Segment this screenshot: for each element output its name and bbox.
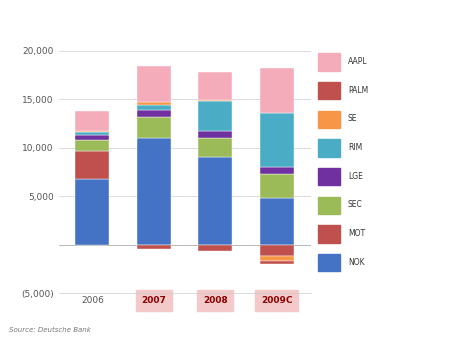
Bar — [76, 135, 109, 140]
Bar — [198, 157, 232, 245]
Text: AAPL: AAPL — [348, 57, 367, 66]
Bar — [260, 261, 293, 264]
Bar — [137, 102, 171, 105]
Bar — [318, 197, 340, 214]
Bar — [76, 132, 109, 135]
Text: RIM: RIM — [348, 143, 362, 152]
Bar — [198, 138, 232, 157]
Bar — [137, 105, 171, 110]
Bar — [198, 72, 232, 100]
Bar — [260, 68, 293, 113]
Text: Figure 3: Handset operating profit share, by vendor, absolute dollars (USD, 000': Figure 3: Handset operating profit share… — [9, 18, 427, 27]
Bar — [318, 254, 340, 271]
Bar — [260, 245, 293, 256]
Bar — [76, 179, 109, 245]
Bar — [260, 256, 293, 261]
Bar — [318, 168, 340, 185]
Bar — [198, 100, 232, 101]
Bar — [260, 167, 293, 174]
Bar — [260, 198, 293, 245]
Bar — [260, 174, 293, 198]
Text: SE: SE — [348, 114, 357, 123]
Bar — [198, 101, 232, 131]
Text: LGE: LGE — [348, 172, 363, 181]
Bar — [137, 110, 171, 117]
Text: Source: Deutsche Bank: Source: Deutsche Bank — [9, 327, 91, 333]
Bar — [137, 138, 171, 245]
Bar — [318, 225, 340, 243]
Bar — [137, 66, 171, 102]
Bar — [76, 111, 109, 131]
Bar — [318, 82, 340, 99]
Bar — [76, 131, 109, 132]
Bar — [318, 140, 340, 157]
Bar — [318, 111, 340, 128]
Text: SEC: SEC — [348, 200, 363, 209]
Bar — [198, 131, 232, 138]
Text: PALM: PALM — [348, 86, 368, 95]
Text: MOT: MOT — [348, 229, 365, 238]
Bar — [260, 113, 293, 167]
Bar — [137, 117, 171, 138]
Bar — [198, 245, 232, 251]
Bar — [137, 245, 171, 249]
Bar — [318, 54, 340, 71]
Text: NOK: NOK — [348, 257, 365, 267]
Bar — [76, 140, 109, 152]
Bar — [76, 152, 109, 179]
